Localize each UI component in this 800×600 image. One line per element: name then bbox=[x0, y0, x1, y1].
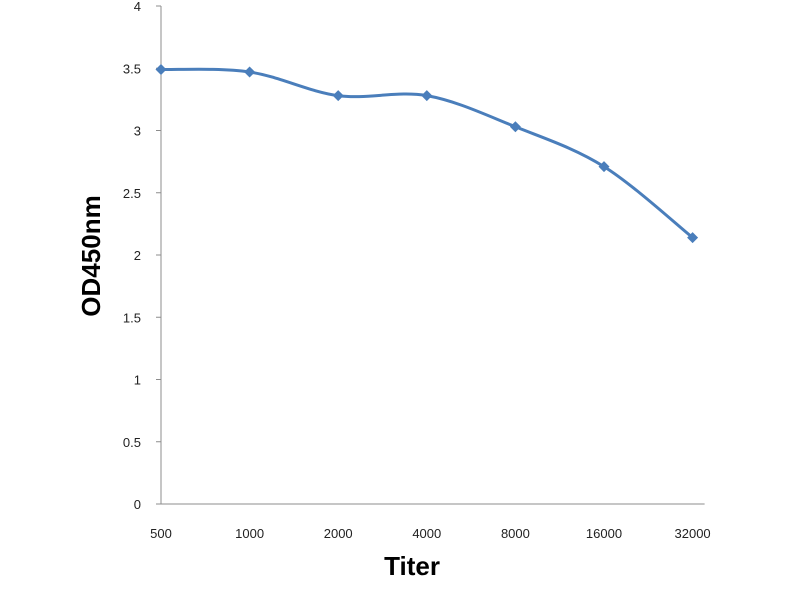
y-tick-label: 4 bbox=[134, 0, 141, 14]
y-tick-label: 3.5 bbox=[123, 61, 141, 76]
y-tick-label: 0.5 bbox=[123, 435, 141, 450]
y-axis-title: OD450nm bbox=[76, 195, 106, 316]
series-markers bbox=[155, 63, 699, 244]
x-axis-title: Titer bbox=[384, 551, 440, 581]
y-tick-label: 2 bbox=[134, 248, 141, 263]
x-axis-ticks: 500 1000 2000 4000 8000 16000 32000 bbox=[150, 526, 711, 541]
y-tick-label: 3 bbox=[134, 124, 141, 139]
x-tick-label: 1000 bbox=[235, 526, 264, 541]
y-tick-label: 0 bbox=[134, 497, 141, 512]
data-point-marker bbox=[421, 90, 433, 102]
data-point-marker bbox=[509, 121, 521, 133]
x-tick-label: 2000 bbox=[324, 526, 353, 541]
y-tick-label: 1 bbox=[134, 373, 141, 388]
data-point-marker bbox=[155, 63, 167, 75]
data-point-marker bbox=[332, 90, 344, 102]
x-tick-label: 8000 bbox=[501, 526, 530, 541]
x-tick-label: 16000 bbox=[586, 526, 622, 541]
y-tick-label: 2.5 bbox=[123, 186, 141, 201]
data-point-marker bbox=[244, 66, 256, 78]
y-axis-ticks: 0 0.5 1 1.5 2 2.5 3 3.5 4 bbox=[123, 0, 161, 512]
x-tick-label: 500 bbox=[150, 526, 172, 541]
y-tick-label: 1.5 bbox=[123, 310, 141, 325]
data-point-marker bbox=[687, 232, 699, 244]
x-tick-label: 32000 bbox=[675, 526, 711, 541]
x-tick-label: 4000 bbox=[412, 526, 441, 541]
data-point-marker bbox=[598, 161, 610, 173]
